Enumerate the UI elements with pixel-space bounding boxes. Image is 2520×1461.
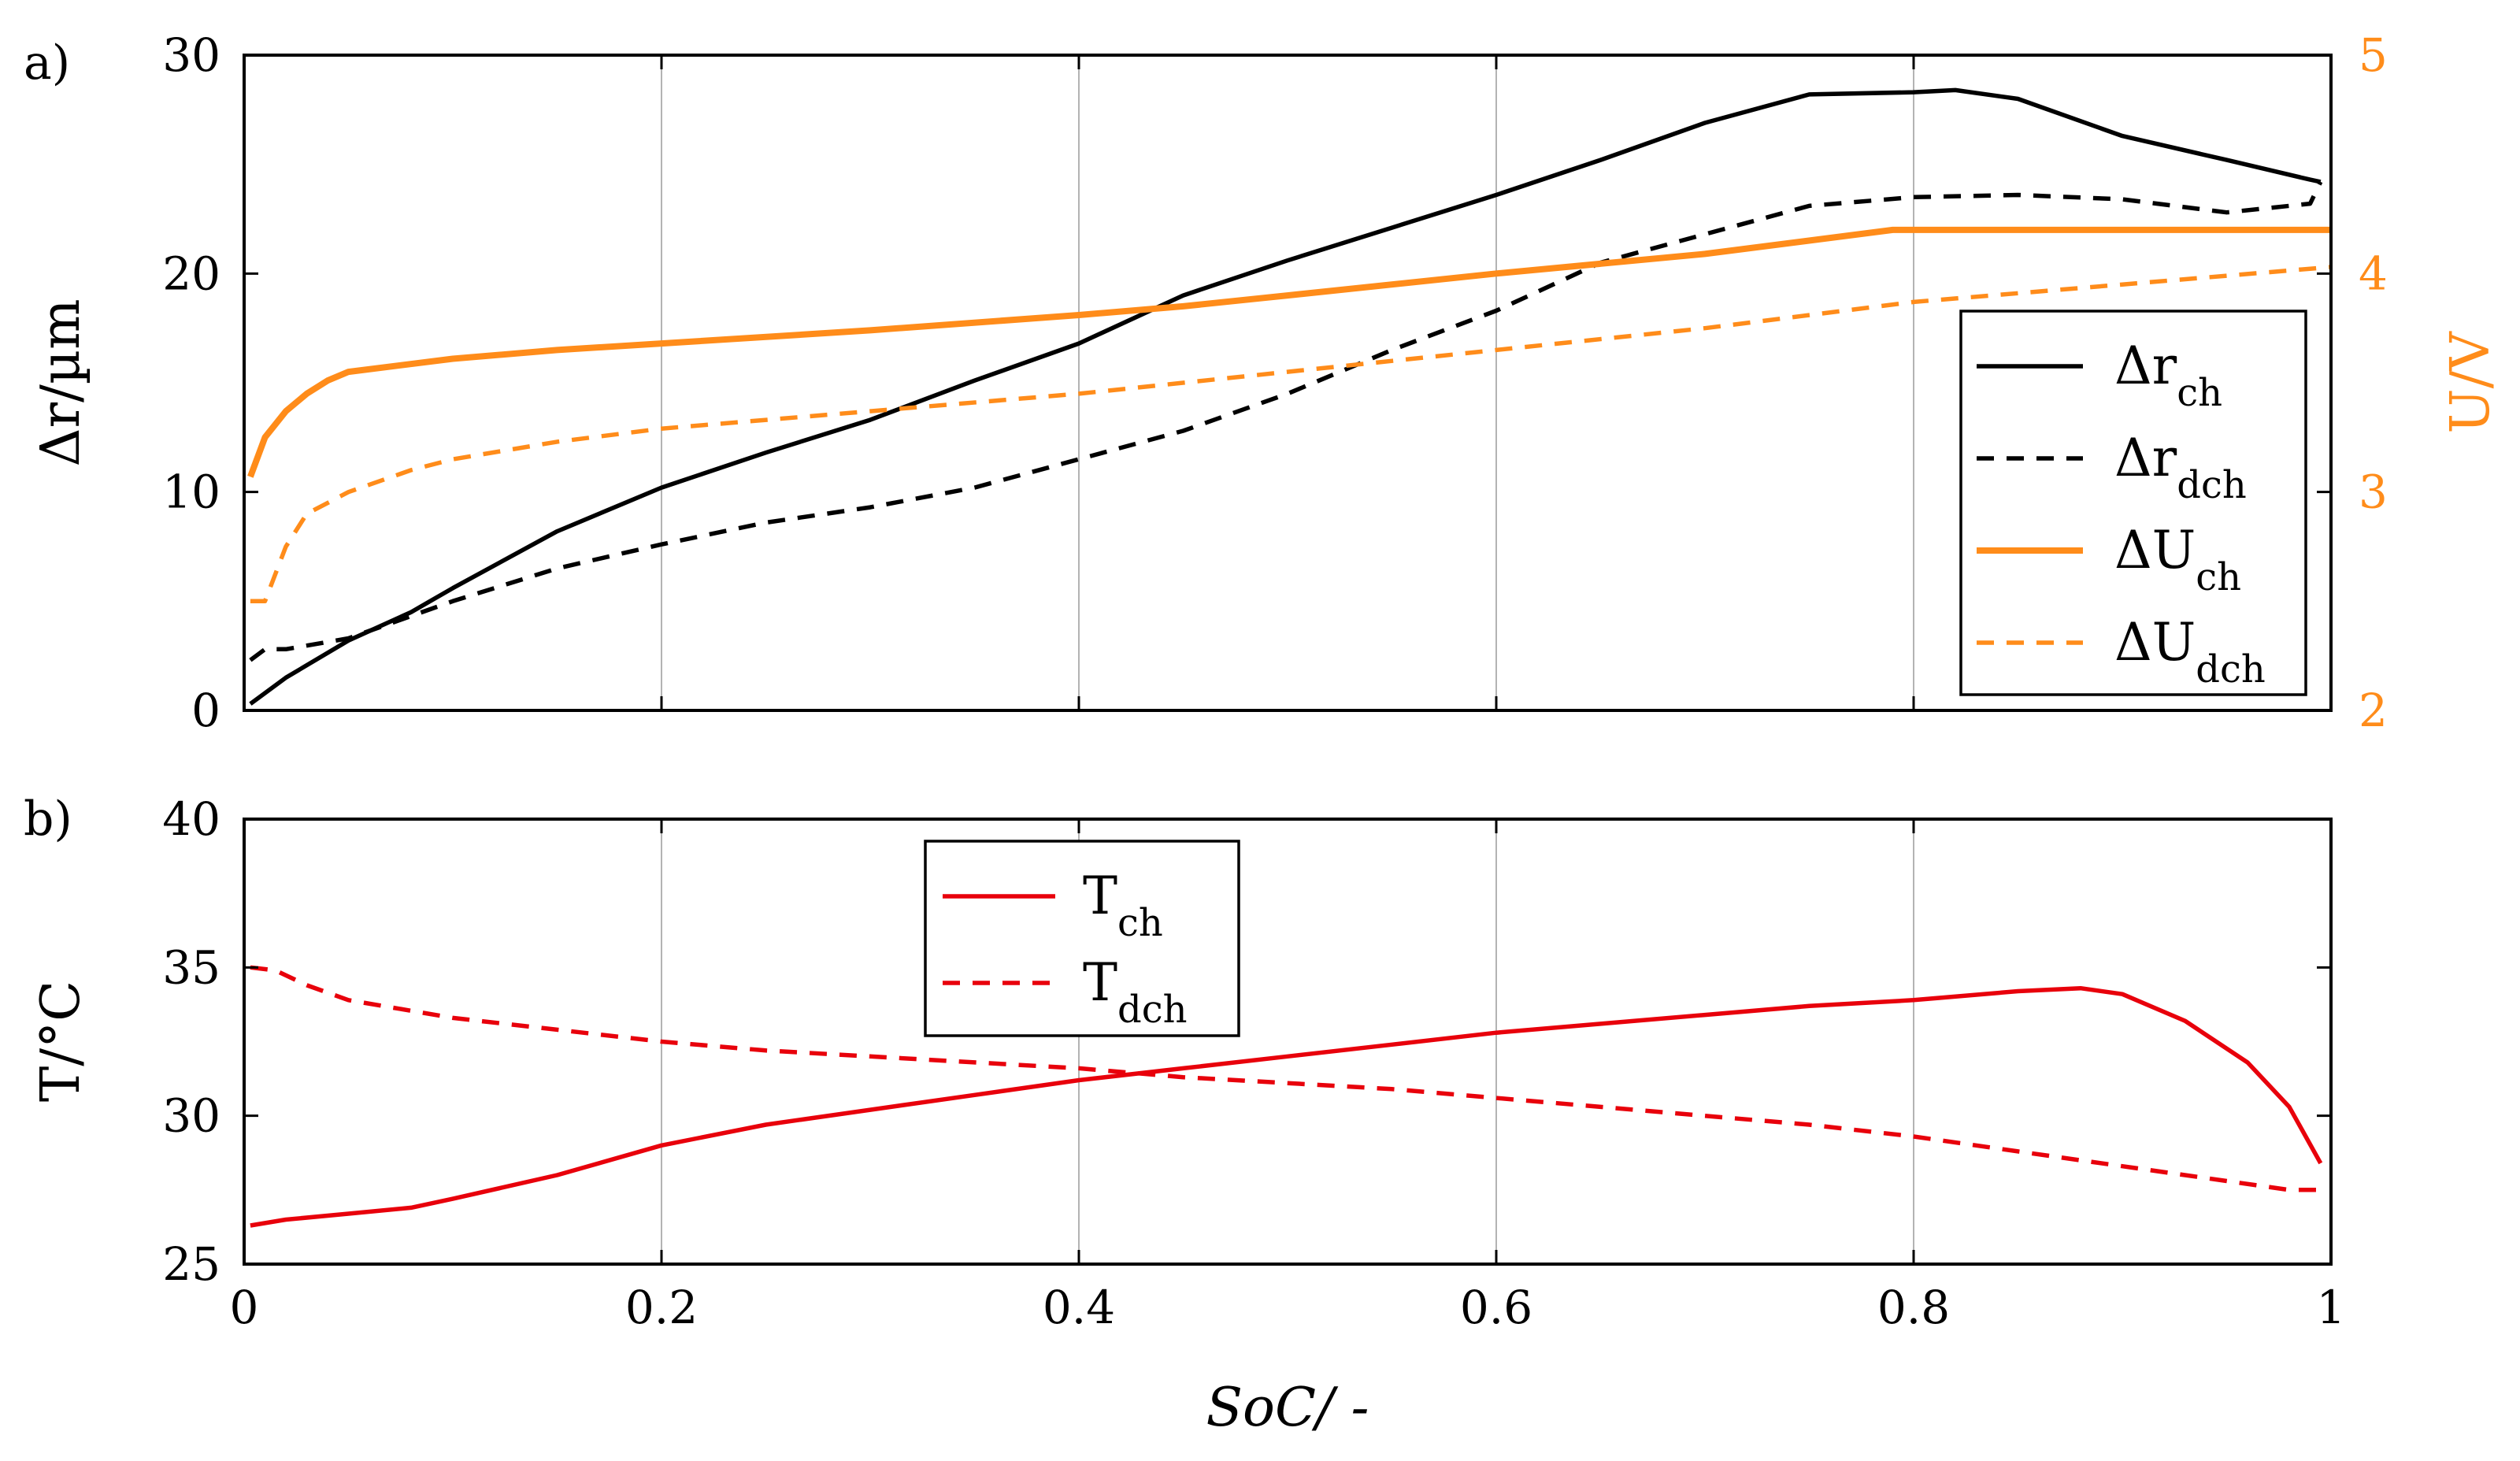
panel-a-legend-label: ΔUdch bbox=[2114, 612, 2266, 692]
panel-a-label: a) bbox=[24, 35, 70, 91]
panel-b-legend-box bbox=[924, 840, 1240, 1037]
panel-b-xtick-label: 0 bbox=[230, 1281, 259, 1334]
panel-b-ylabel: T/°C bbox=[30, 981, 92, 1102]
panel-a-legend: Δrch Δrdch ΔUch ΔUdch bbox=[1959, 310, 2307, 696]
panel-b-label: b) bbox=[24, 792, 72, 847]
panel-a-ytick-label: 10 bbox=[162, 465, 220, 519]
panel-a-y2tick-label: 4 bbox=[2359, 247, 2388, 300]
panel-b-ytick-label: 40 bbox=[162, 792, 220, 846]
panel-a-series-delta-r-dch bbox=[249, 180, 2323, 662]
panel-b-xtick-label: 0.4 bbox=[1043, 1281, 1115, 1334]
panel-a-ytick-label: 0 bbox=[191, 684, 220, 737]
panel-a-chart: a) 0 10 20 30 2 3 4 5 Δr/µm U/V Δrch Δrdch ΔUch ΔU… bbox=[24, 28, 2502, 737]
panel-a-y2tick-label: 2 bbox=[2359, 684, 2388, 737]
panel-a-legend-label: ΔUch bbox=[2114, 520, 2241, 599]
panel-a-series-delta-r-ch bbox=[249, 87, 2322, 706]
panel-b-ytick-label: 25 bbox=[162, 1237, 220, 1291]
panel-b-legend-label: Tdch bbox=[1083, 952, 1188, 1032]
panel-b-legend-label: Tch bbox=[1083, 866, 1163, 945]
panel-b-xtick-label: 0.6 bbox=[1460, 1281, 1532, 1334]
panel-a-frame bbox=[243, 54, 2333, 712]
panel-a-y2label: U/V bbox=[2440, 330, 2502, 433]
panel-b-frame bbox=[243, 818, 2333, 1266]
panel-a-legend-label: Δrdch bbox=[2114, 428, 2247, 507]
panel-b-series-t-dch bbox=[250, 965, 2321, 1192]
panel-a-legend-box bbox=[1959, 310, 2307, 696]
panel-b-xtick-label: 1 bbox=[2317, 1281, 2346, 1334]
panel-a-legend-label: Δrch bbox=[2114, 336, 2222, 415]
panel-b-ytick-label: 30 bbox=[162, 1089, 220, 1143]
shared-xlabel: SoC/ - bbox=[1206, 1377, 1369, 1439]
panel-b-xtick-label: 0.2 bbox=[625, 1281, 698, 1334]
panel-a-ytick-label: 20 bbox=[162, 247, 220, 300]
panel-a-y2tick-label: 5 bbox=[2359, 28, 2388, 82]
panel-a-series-delta-u-dch bbox=[250, 265, 2332, 604]
panel-a-ylabel: Δr/µm bbox=[30, 299, 92, 466]
panel-a-y2tick-label: 3 bbox=[2359, 465, 2388, 519]
panel-a-ytick-label: 30 bbox=[162, 28, 220, 82]
panel-b-xtick-label: 0.8 bbox=[1877, 1281, 1950, 1334]
panel-b-series-t-ch bbox=[250, 985, 2323, 1228]
panel-a-series-delta-u-ch bbox=[247, 226, 2331, 478]
panel-b-ytick-label: 35 bbox=[162, 940, 220, 994]
